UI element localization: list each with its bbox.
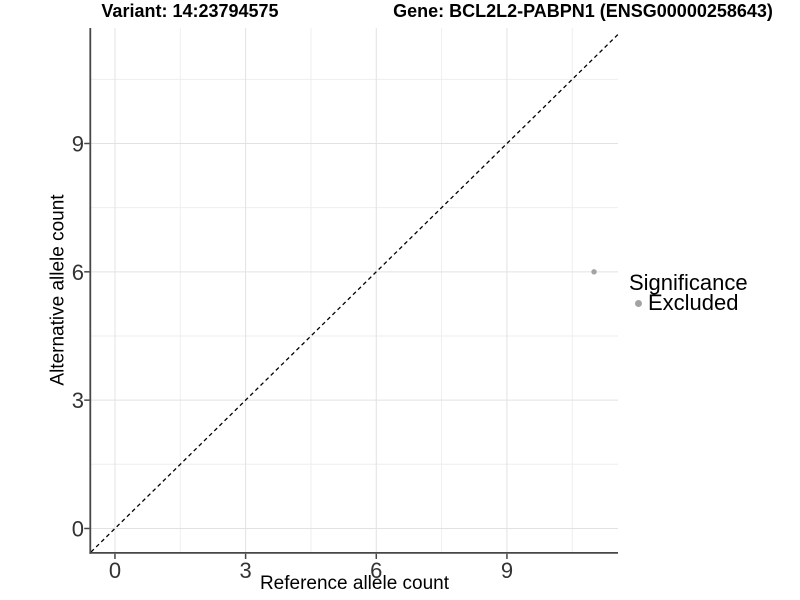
x-tick-label: 3 xyxy=(239,558,251,583)
legend-item-excluded: Excluded xyxy=(635,292,739,314)
plot-title-variant: Variant: 14:23794575 xyxy=(101,1,279,21)
data-point xyxy=(591,269,597,275)
identity-line xyxy=(90,33,619,553)
x-axis-title: Reference allele count xyxy=(259,573,450,594)
y-tick-label: 0 xyxy=(72,516,84,541)
plot-title-gene: Gene: BCL2L2-PABPN1 (ENSG00000258643) xyxy=(393,1,773,21)
x-tick-label: 9 xyxy=(501,558,513,583)
x-tick-label: 0 xyxy=(109,558,121,583)
legend-point-icon xyxy=(635,299,642,307)
y-tick-label: 3 xyxy=(72,388,84,413)
y-tick-label: 9 xyxy=(72,131,84,156)
legend-title: Significance xyxy=(629,270,748,295)
legend-item-label: Excluded xyxy=(648,290,739,315)
y-tick-label: 6 xyxy=(72,260,84,285)
y-axis-title: Alternative allele count xyxy=(47,194,69,386)
x-tick-label: 6 xyxy=(370,558,382,583)
